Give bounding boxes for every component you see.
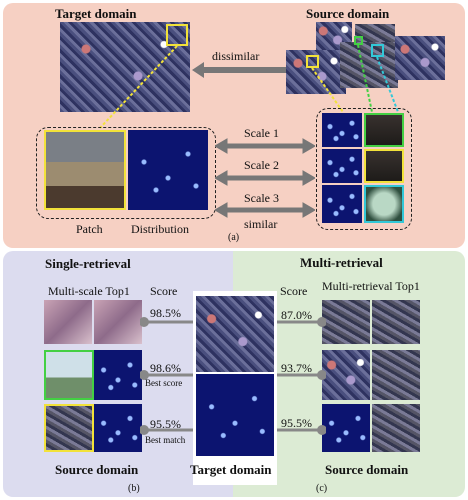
score-label-b: Score bbox=[150, 284, 178, 298]
patch-image bbox=[44, 130, 126, 210]
b-row1-img1 bbox=[44, 300, 92, 344]
scale-arrows bbox=[215, 138, 315, 218]
b-score-1: 98.5% bbox=[150, 306, 181, 320]
b-row2-img1 bbox=[44, 350, 94, 400]
connector-lines bbox=[99, 44, 399, 129]
c-row2-img1 bbox=[322, 350, 370, 400]
center-distribution-image bbox=[196, 374, 274, 456]
single-retrieval-title: Single-retrieval bbox=[45, 256, 131, 271]
distribution-image bbox=[128, 130, 208, 210]
c-row2-img2 bbox=[372, 350, 420, 400]
grid-blue-2 bbox=[322, 149, 362, 183]
c-score-3: 95.5% bbox=[281, 416, 312, 430]
scale-1-label: Scale 1 bbox=[244, 126, 279, 140]
distribution-label: Distribution bbox=[131, 222, 190, 236]
grid-patch-yellow bbox=[364, 149, 404, 183]
grid-patch-green bbox=[364, 113, 404, 147]
center-target-domain-label: Target domain bbox=[190, 462, 272, 477]
center-target-image bbox=[196, 296, 274, 372]
b-row2-img2 bbox=[94, 350, 142, 400]
grid-blue-3 bbox=[322, 185, 362, 223]
c-row1-img2 bbox=[372, 300, 420, 344]
multi-scale-top1-label: Multi-scale Top1 bbox=[48, 284, 130, 298]
b-row3-img2 bbox=[94, 404, 142, 452]
patch-distribution-box bbox=[36, 127, 216, 219]
patch-label: Patch bbox=[76, 222, 103, 236]
b-score-2: 98.6% bbox=[150, 361, 181, 375]
scale-2-label: Scale 2 bbox=[244, 158, 279, 172]
caption-c: (c) bbox=[316, 483, 328, 494]
multi-retrieval-top1-label: Multi-retrieval Top1 bbox=[322, 279, 420, 293]
b-source-domain-label: Source domain bbox=[55, 462, 139, 477]
source-domain-title: Source domain bbox=[306, 6, 390, 21]
c-row3-img2 bbox=[372, 404, 420, 452]
c-source-domain-label: Source domain bbox=[325, 462, 409, 477]
grid-blue-1 bbox=[322, 113, 362, 147]
c-row1-img1 bbox=[322, 300, 370, 344]
caption-a: (a) bbox=[228, 232, 240, 243]
b-score-3: 95.5% bbox=[150, 417, 181, 431]
dissimilar-label: dissimilar bbox=[212, 49, 260, 63]
multi-retrieval-title: Multi-retrieval bbox=[300, 255, 383, 270]
score-label-c: Score bbox=[280, 284, 308, 298]
source-thumb-4 bbox=[340, 42, 398, 88]
c-score-1: 87.0% bbox=[281, 308, 312, 322]
b-row1-img2 bbox=[94, 300, 142, 344]
scale-3-label: Scale 3 bbox=[244, 191, 279, 205]
caption-b: (b) bbox=[128, 483, 140, 494]
c-score-2: 93.7% bbox=[281, 361, 312, 375]
best-match-label: Best match bbox=[145, 435, 186, 445]
best-score-label: Best score bbox=[145, 378, 183, 388]
b-row3-img1 bbox=[44, 404, 94, 452]
grid-patch-cyan bbox=[364, 185, 404, 223]
target-domain-image bbox=[60, 22, 190, 112]
similar-label: similar bbox=[244, 217, 278, 231]
target-domain-title: Target domain bbox=[55, 6, 137, 21]
c-row3-img1 bbox=[322, 404, 370, 452]
source-grid-box bbox=[316, 108, 412, 230]
source-thumb-5 bbox=[395, 36, 445, 80]
